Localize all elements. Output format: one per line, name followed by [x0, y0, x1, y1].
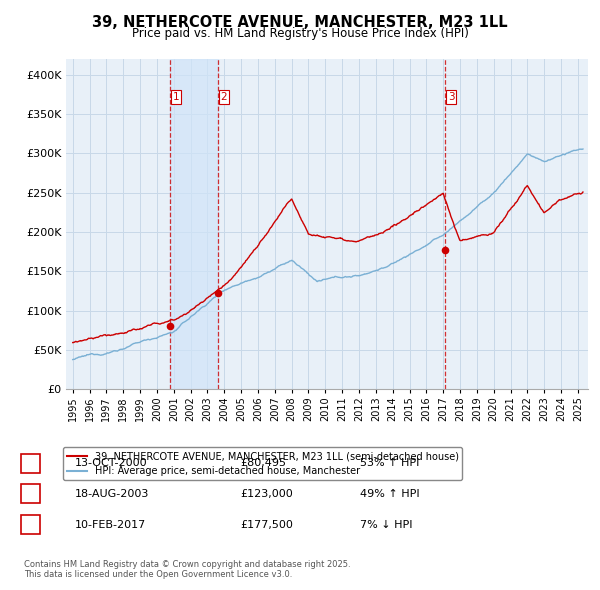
Text: £80,495: £80,495: [240, 458, 286, 468]
Text: 3: 3: [27, 518, 34, 531]
Text: 2: 2: [221, 92, 227, 102]
Text: £123,000: £123,000: [240, 489, 293, 499]
Text: 13-OCT-2000: 13-OCT-2000: [75, 458, 148, 468]
Text: 39, NETHERCOTE AVENUE, MANCHESTER, M23 1LL: 39, NETHERCOTE AVENUE, MANCHESTER, M23 1…: [92, 15, 508, 30]
Text: 10-FEB-2017: 10-FEB-2017: [75, 520, 146, 529]
Text: 3: 3: [448, 92, 454, 102]
Text: 7% ↓ HPI: 7% ↓ HPI: [360, 520, 413, 529]
Text: Contains HM Land Registry data © Crown copyright and database right 2025.
This d: Contains HM Land Registry data © Crown c…: [24, 560, 350, 579]
Bar: [170, 59, 218, 389]
Text: £177,500: £177,500: [240, 520, 293, 529]
Text: 53% ↑ HPI: 53% ↑ HPI: [360, 458, 419, 468]
Text: 1: 1: [173, 92, 179, 102]
Text: 2: 2: [27, 487, 34, 500]
Text: Price paid vs. HM Land Registry's House Price Index (HPI): Price paid vs. HM Land Registry's House …: [131, 27, 469, 40]
Text: 18-AUG-2003: 18-AUG-2003: [75, 489, 149, 499]
Text: 1: 1: [27, 457, 34, 470]
Text: 49% ↑ HPI: 49% ↑ HPI: [360, 489, 419, 499]
Legend: 39, NETHERCOTE AVENUE, MANCHESTER, M23 1LL (semi-detached house), HPI: Average p: 39, NETHERCOTE AVENUE, MANCHESTER, M23 1…: [64, 447, 463, 480]
